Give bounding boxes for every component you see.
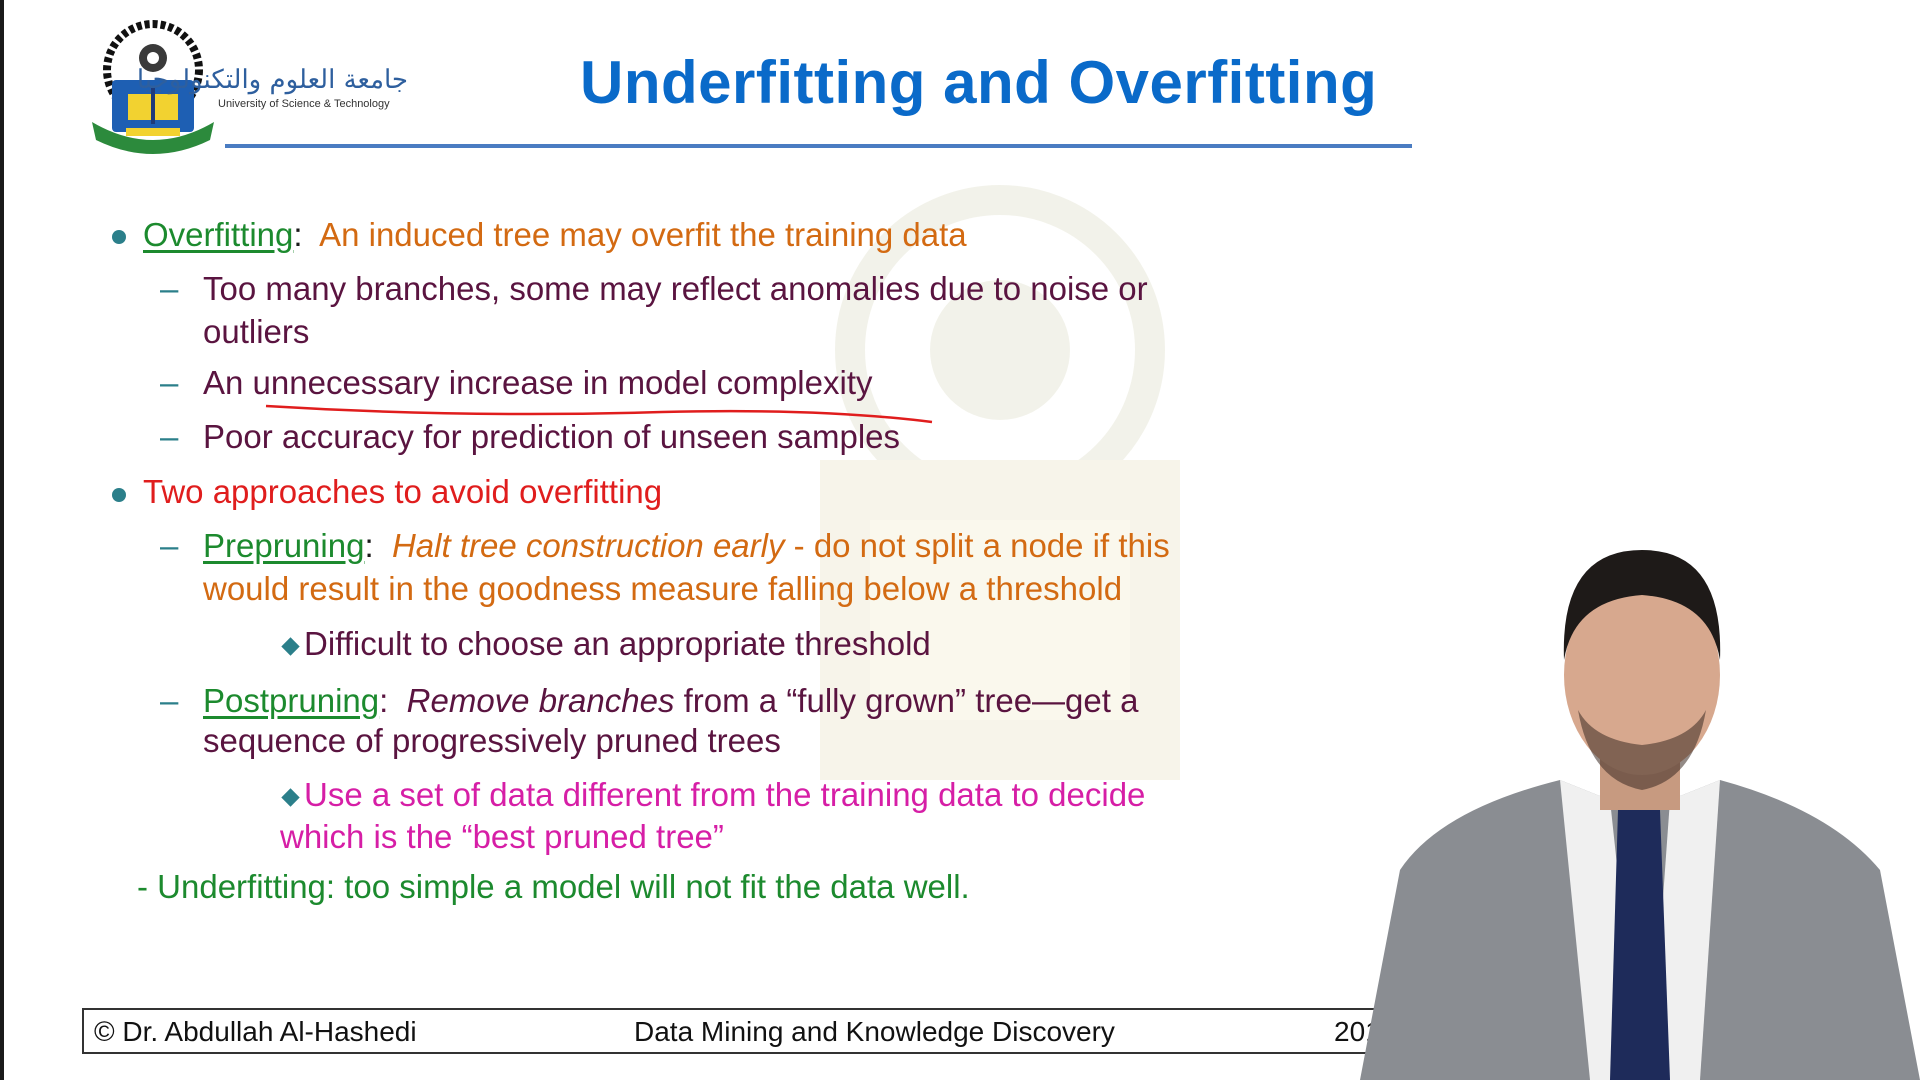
postpruning-sub-line2: which is the “best pruned tree” — [280, 818, 724, 855]
university-name-english: University of Science & Technology — [218, 98, 390, 110]
overfitting-definition: An induced tree may overfit the training… — [319, 216, 967, 253]
prepruning-line2: would result in the goodness measure fal… — [203, 570, 1123, 607]
university-logo-icon — [92, 20, 214, 154]
postpruning-rest: from a “fully grown” tree—get a — [683, 682, 1139, 719]
postpruning-line2: sequence of progressively pruned trees — [203, 722, 781, 759]
colon: : — [379, 682, 389, 719]
university-name: جامعة العلوم والتكنولوجيا University of … — [136, 64, 408, 124]
prepruning-italic: Halt tree construction early — [391, 527, 785, 564]
slide-footer: © Dr. Abdullah Al-Hashedi Data Mining an… — [82, 1008, 1452, 1054]
university-seal-watermark — [820, 185, 1180, 780]
sub-bullet-complexity: An unnecessary increase in model complex… — [203, 364, 873, 401]
diamond-bullet — [281, 788, 300, 807]
overfitting-term: Overfitting — [143, 216, 294, 253]
prepruning-term: Prepruning — [203, 527, 365, 564]
colon: : — [364, 527, 374, 564]
dash-marker: – — [160, 364, 179, 401]
dash-marker: – — [160, 682, 179, 719]
approaches-bullet: Two approaches to avoid overfitting — [143, 473, 663, 510]
postpruning-line: Postpruning: Remove branches from a “ful… — [203, 680, 1138, 722]
sub-bullet-branches: Too many branches, some may reflect anom… — [203, 270, 1148, 307]
sub-bullet-branches-cont: outliers — [203, 313, 310, 350]
footer-course: Data Mining and Knowledge Discovery — [634, 1016, 1115, 1047]
red-underline-annotation — [265, 404, 933, 424]
colon: : — [293, 216, 303, 253]
overfitting-bullet: Overfitting: An induced tree may overfit… — [143, 214, 967, 256]
window-left-edge — [0, 0, 4, 1080]
prepruning-line: Prepruning: Halt tree construction early… — [203, 527, 1170, 564]
footer-author: © Dr. Abdullah Al-Hashedi — [94, 1016, 417, 1047]
bullet-dot — [112, 230, 126, 244]
underfitting-note: - Underfitting: too simple a model will … — [137, 868, 970, 905]
postpruning-italic: Remove branches — [406, 682, 675, 719]
presenter-video — [1360, 550, 1920, 1080]
title-divider — [225, 144, 1412, 148]
diamond-bullet — [281, 637, 300, 656]
postpruning-sub-line1: Use a set of data different from the tra… — [304, 776, 1146, 813]
university-name-arabic: جامعة العلوم والتكنولوجيا — [136, 65, 408, 95]
dash-marker: – — [160, 527, 179, 564]
dash-marker: – — [160, 418, 179, 455]
prepruning-sub: Difficult to choose an appropriate thres… — [304, 625, 931, 662]
prepruning-rest: do not split a node if this — [813, 527, 1170, 564]
dash-marker: – — [160, 270, 179, 307]
slide-title: Underfitting and Overfitting — [580, 49, 1378, 116]
sub-bullet-accuracy: Poor accuracy for prediction of unseen s… — [203, 418, 901, 455]
bullet-dot — [112, 488, 126, 502]
postpruning-term: Postpruning — [203, 682, 380, 719]
